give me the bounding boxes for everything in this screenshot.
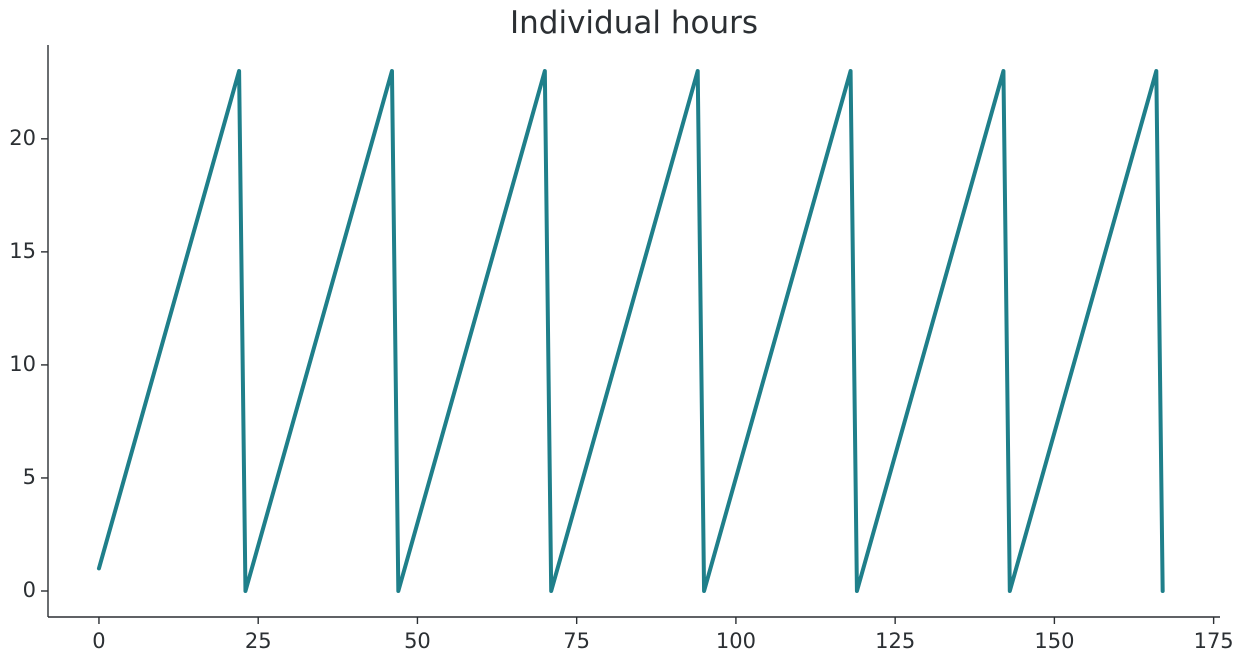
- x-tick-label: 0: [92, 629, 105, 653]
- series-layer: [96, 69, 1165, 593]
- y-tick-label: 10: [9, 352, 36, 376]
- x-tick-label: 150: [1034, 629, 1074, 653]
- x-tick-label: 175: [1194, 629, 1234, 653]
- y-tick-label: 0: [23, 578, 36, 602]
- y-tick-label: 5: [23, 465, 36, 489]
- line-series-1: [96, 69, 1165, 593]
- x-axis-ticks: 0 25 50 75 100 125 150 175: [92, 617, 1234, 653]
- y-axis-ticks: 0 5 10 15 20: [9, 126, 48, 602]
- x-tick-label: 125: [875, 629, 915, 653]
- x-tick-label: 75: [563, 629, 590, 653]
- x-tick-label: 100: [716, 629, 756, 653]
- chart-title: Individual hours: [510, 5, 758, 41]
- y-tick-label: 20: [9, 126, 36, 150]
- y-tick-label: 15: [9, 239, 36, 263]
- x-tick-label: 50: [404, 629, 431, 653]
- x-tick-label: 25: [245, 629, 272, 653]
